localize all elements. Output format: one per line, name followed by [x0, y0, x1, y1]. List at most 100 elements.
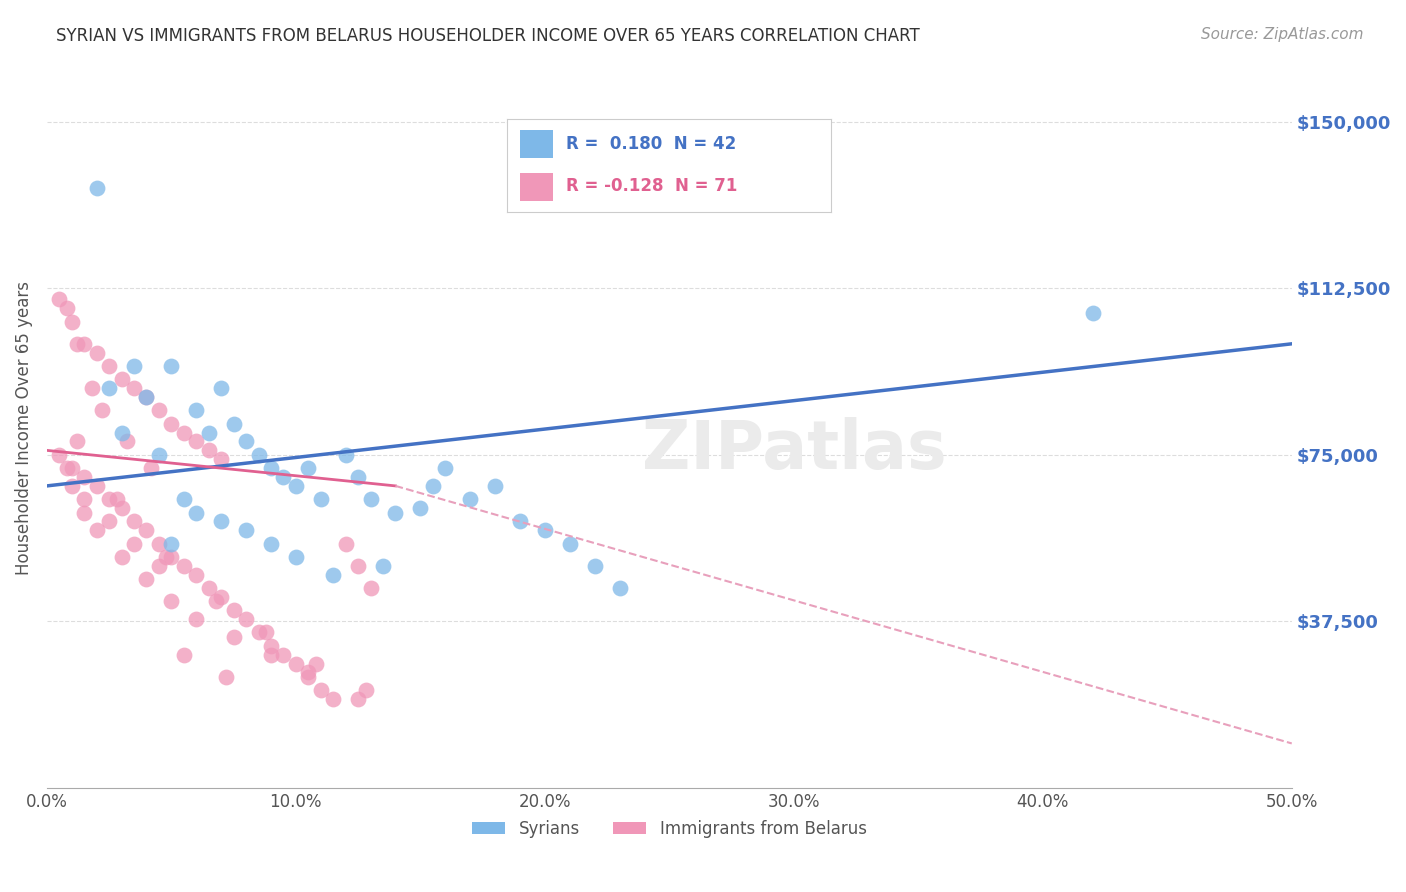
Point	[186, 612, 208, 626]
Point	[347, 470, 370, 484]
Point	[322, 567, 344, 582]
Point	[148, 448, 170, 462]
Point	[335, 448, 357, 462]
Point	[56, 301, 79, 316]
Point	[309, 683, 332, 698]
Point	[284, 549, 307, 564]
Point	[160, 536, 183, 550]
Point	[247, 448, 270, 462]
Point	[222, 603, 245, 617]
Point	[86, 181, 108, 195]
Point	[186, 403, 208, 417]
Point	[98, 381, 121, 395]
Point	[86, 345, 108, 359]
Point	[209, 515, 232, 529]
Point	[160, 359, 183, 373]
Point	[155, 549, 177, 564]
Point	[135, 572, 157, 586]
Point	[98, 492, 121, 507]
Point	[86, 479, 108, 493]
Point	[173, 558, 195, 573]
Point	[222, 417, 245, 431]
Point	[56, 461, 79, 475]
Point	[260, 536, 283, 550]
Point	[235, 612, 257, 626]
Text: Source: ZipAtlas.com: Source: ZipAtlas.com	[1201, 27, 1364, 42]
Point	[297, 665, 319, 680]
Point	[60, 479, 83, 493]
Point	[110, 372, 132, 386]
Point	[409, 501, 432, 516]
Point	[122, 359, 145, 373]
Point	[371, 558, 394, 573]
Point	[534, 524, 557, 538]
Point	[197, 443, 219, 458]
Point	[135, 524, 157, 538]
Point	[509, 515, 531, 529]
Point	[347, 692, 370, 706]
Point	[110, 549, 132, 564]
Point	[73, 470, 96, 484]
Point	[297, 461, 319, 475]
Point	[173, 425, 195, 440]
Point	[254, 625, 277, 640]
Point	[115, 434, 138, 449]
Point	[209, 452, 232, 467]
Point	[247, 625, 270, 640]
Point	[73, 506, 96, 520]
Point	[235, 434, 257, 449]
Point	[284, 479, 307, 493]
Text: ZIPatlas: ZIPatlas	[641, 417, 946, 483]
Point	[609, 581, 631, 595]
Point	[98, 515, 121, 529]
Point	[305, 657, 328, 671]
Point	[260, 648, 283, 662]
Point	[135, 390, 157, 404]
Point	[122, 515, 145, 529]
Point	[148, 536, 170, 550]
Point	[434, 461, 457, 475]
Point	[60, 461, 83, 475]
Point	[66, 434, 89, 449]
Point	[173, 492, 195, 507]
Legend: Syrians, Immigrants from Belarus: Syrians, Immigrants from Belarus	[465, 813, 873, 844]
Point	[347, 558, 370, 573]
Point	[186, 567, 208, 582]
Point	[148, 403, 170, 417]
Point	[335, 536, 357, 550]
Point	[110, 425, 132, 440]
Point	[48, 293, 70, 307]
Point	[73, 336, 96, 351]
Point	[186, 434, 208, 449]
Point	[90, 403, 112, 417]
Point	[260, 639, 283, 653]
Point	[110, 501, 132, 516]
Point	[122, 536, 145, 550]
Point	[284, 657, 307, 671]
Point	[558, 536, 581, 550]
Point	[360, 492, 382, 507]
Point	[48, 448, 70, 462]
Point	[458, 492, 481, 507]
Point	[484, 479, 506, 493]
Point	[73, 492, 96, 507]
Point	[583, 558, 606, 573]
Point	[354, 683, 377, 698]
Point	[209, 381, 232, 395]
Point	[215, 670, 238, 684]
Point	[309, 492, 332, 507]
Point	[235, 524, 257, 538]
Point	[1081, 306, 1104, 320]
Point	[186, 506, 208, 520]
Point	[122, 381, 145, 395]
Point	[173, 648, 195, 662]
Point	[222, 630, 245, 644]
Point	[273, 470, 295, 484]
Point	[86, 524, 108, 538]
Point	[384, 506, 406, 520]
Point	[60, 315, 83, 329]
Point	[80, 381, 103, 395]
Y-axis label: Householder Income Over 65 years: Householder Income Over 65 years	[15, 281, 32, 575]
Point	[197, 581, 219, 595]
Point	[422, 479, 444, 493]
